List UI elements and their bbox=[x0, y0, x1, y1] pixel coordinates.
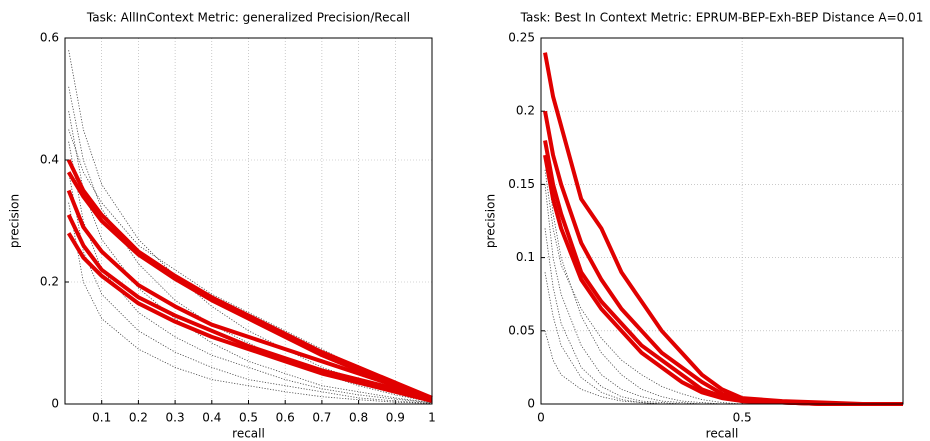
x-tick-label: 1 bbox=[428, 411, 436, 425]
x-tick-label: 0.2 bbox=[129, 411, 148, 425]
x-tick-label: 0.4 bbox=[202, 411, 221, 425]
y-tick-label: 0.4 bbox=[40, 153, 59, 167]
y-tick-label: 0.2 bbox=[40, 275, 59, 289]
plot-frame bbox=[540, 37, 904, 405]
series-line bbox=[68, 141, 433, 404]
series-line bbox=[68, 202, 433, 404]
series-line bbox=[68, 172, 433, 404]
series-line bbox=[66, 189, 433, 400]
x-tick-label: 0.6 bbox=[276, 411, 295, 425]
plot-frame bbox=[64, 37, 433, 405]
x-axis-label: recall bbox=[706, 427, 739, 441]
series-line bbox=[66, 171, 433, 400]
x-tick-label: 0.1 bbox=[92, 411, 111, 425]
series-line bbox=[68, 111, 433, 404]
series-line bbox=[68, 86, 433, 403]
series-line bbox=[68, 129, 433, 399]
x-axis-label: recall bbox=[232, 427, 265, 441]
y-tick-label: 0.2 bbox=[516, 104, 535, 118]
x-tick-label: 0.8 bbox=[349, 411, 368, 425]
y-tick-label: 0.05 bbox=[508, 323, 535, 337]
y-tick-label: 0.25 bbox=[508, 31, 535, 45]
series-line bbox=[544, 228, 903, 405]
series-line bbox=[66, 232, 433, 403]
x-tick-label: 0.9 bbox=[386, 411, 405, 425]
x-tick-label: 0 bbox=[537, 411, 545, 425]
series-line bbox=[543, 154, 903, 406]
y-axis-label: precision bbox=[484, 194, 498, 248]
series-line bbox=[66, 159, 433, 400]
x-tick-label: 0.5 bbox=[733, 411, 752, 425]
y-axis-label: precision bbox=[8, 194, 22, 248]
chart-title: Task: Best In Context Metric: EPRUM-BEP-… bbox=[520, 11, 924, 25]
series-line bbox=[543, 52, 903, 406]
y-tick-label: 0 bbox=[51, 397, 59, 411]
series-line bbox=[66, 214, 433, 400]
x-tick-label: 0.3 bbox=[166, 411, 185, 425]
y-tick-label: 0 bbox=[527, 397, 535, 411]
y-tick-label: 0.6 bbox=[40, 31, 59, 45]
series-line bbox=[68, 50, 433, 402]
series-line bbox=[544, 169, 903, 405]
x-tick-label: 0.5 bbox=[239, 411, 258, 425]
x-tick-label: 0.7 bbox=[312, 411, 331, 425]
y-tick-label: 0.1 bbox=[516, 250, 535, 264]
chart-title: Task: AllInContext Metric: generalized P… bbox=[86, 11, 410, 25]
y-tick-label: 0.15 bbox=[508, 177, 535, 191]
